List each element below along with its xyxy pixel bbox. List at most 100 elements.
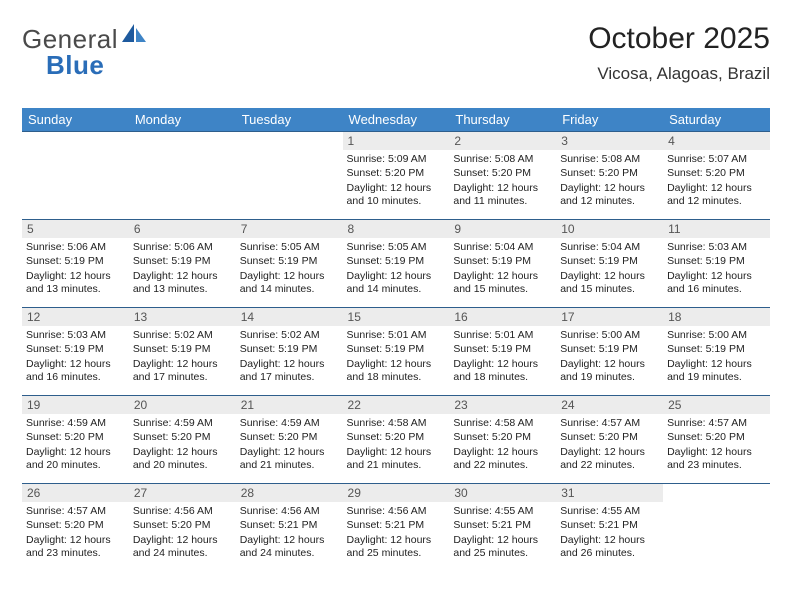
day-number: 28 <box>236 484 343 502</box>
weekday-header: Wednesday <box>343 108 450 132</box>
sunrise-text: Sunrise: 5:05 AM <box>240 241 339 254</box>
daylight-text: Daylight: 12 hours and 13 minutes. <box>133 270 232 297</box>
day-details: Sunrise: 4:59 AMSunset: 5:20 PMDaylight:… <box>240 417 339 473</box>
sunset-text: Sunset: 5:19 PM <box>560 343 659 356</box>
logo-text-blue: Blue <box>46 50 104 80</box>
sunrise-text: Sunrise: 5:03 AM <box>667 241 766 254</box>
daylight-text: Daylight: 12 hours and 26 minutes. <box>560 534 659 561</box>
daylight-text: Daylight: 12 hours and 19 minutes. <box>560 358 659 385</box>
sunrise-text: Sunrise: 4:57 AM <box>667 417 766 430</box>
sunrise-text: Sunrise: 4:55 AM <box>560 505 659 518</box>
day-details: Sunrise: 5:09 AMSunset: 5:20 PMDaylight:… <box>347 153 446 209</box>
sunset-text: Sunset: 5:19 PM <box>240 255 339 268</box>
calendar-day-cell: 27Sunrise: 4:56 AMSunset: 5:20 PMDayligh… <box>129 484 236 572</box>
day-number: 15 <box>343 308 450 326</box>
logo-text-blue-wrap: Blue <box>46 50 104 81</box>
daylight-text: Daylight: 12 hours and 20 minutes. <box>26 446 125 473</box>
sunset-text: Sunset: 5:21 PM <box>240 519 339 532</box>
daylight-text: Daylight: 12 hours and 25 minutes. <box>347 534 446 561</box>
day-number: 7 <box>236 220 343 238</box>
sunset-text: Sunset: 5:19 PM <box>347 343 446 356</box>
daylight-text: Daylight: 12 hours and 19 minutes. <box>667 358 766 385</box>
daylight-text: Daylight: 12 hours and 17 minutes. <box>133 358 232 385</box>
sunset-text: Sunset: 5:19 PM <box>347 255 446 268</box>
sunrise-text: Sunrise: 5:02 AM <box>240 329 339 342</box>
day-details: Sunrise: 5:04 AMSunset: 5:19 PM Daylight:… <box>560 241 659 297</box>
day-number: 2 <box>449 132 556 150</box>
daylight-text: Daylight: 12 hours and 13 minutes. <box>26 270 125 297</box>
calendar-day-cell: 28 Sunrise: 4:56 AMSunset: 5:21 PMDayligh… <box>236 484 343 572</box>
day-details: Sunrise: 5:06 AMSunset: 5:19 PMDaylight:… <box>133 241 232 297</box>
day-number: 22 <box>343 396 450 414</box>
weekday-header: Monday <box>129 108 236 132</box>
daylight-text: Daylight: 12 hours and 16 minutes. <box>667 270 766 297</box>
calendar-day-cell: 31Sunrise: 4:55 AMSunset: 5:21 PMDayligh… <box>556 484 663 572</box>
day-number: 27 <box>129 484 236 502</box>
daylight-text: Daylight: 12 hours and 24 minutes. <box>133 534 232 561</box>
sunset-text: Sunset: 5:20 PM <box>26 431 125 444</box>
day-details: Sunrise: 5:01 AMSunset: 5:19 PMDaylight:… <box>347 329 446 385</box>
calendar-day-cell: 6Sunrise: 5:06 AMSunset: 5:19 PMDaylight… <box>129 220 236 308</box>
sunset-text: Sunset: 5:19 PM <box>560 255 659 268</box>
day-number: 18 <box>663 308 770 326</box>
sunrise-text: Sunrise: 5:07 AM <box>667 153 766 166</box>
day-number: 19 <box>22 396 129 414</box>
day-details: Sunrise: 5:03 AMSunset: 5:19 PMDaylight:… <box>26 329 125 385</box>
sunset-text: Sunset: 5:21 PM <box>453 519 552 532</box>
day-details: Sunrise: 4:56 AMSunset: 5:21 PMDaylight:… <box>240 505 339 561</box>
sunrise-text: Sunrise: 5:05 AM <box>347 241 446 254</box>
sunset-text: Sunset: 5:20 PM <box>347 167 446 180</box>
calendar-day-cell: 26Sunrise: 4:57 AMSunset: 5:20 PMDayligh… <box>22 484 129 572</box>
day-details: Sunrise: 4:59 AMSunset: 5:20 PMDaylight:… <box>26 417 125 473</box>
daylight-text: Daylight: 12 hours and 20 minutes. <box>133 446 232 473</box>
sunrise-text: Sunrise: 5:08 AM <box>560 153 659 166</box>
sunset-text: Sunset: 5:19 PM <box>26 255 125 268</box>
sunset-text: Sunset: 5:19 PM <box>667 255 766 268</box>
sunset-text: Sunset: 5:19 PM <box>667 343 766 356</box>
logo-sail-icon <box>120 22 150 49</box>
sunset-text: Sunset: 5:20 PM <box>560 167 659 180</box>
daylight-text: Daylight: 12 hours and 15 minutes. <box>560 270 659 297</box>
sunrise-text: Sunrise: 5:00 AM <box>667 329 766 342</box>
daylight-text: Daylight: 12 hours and 18 minutes. <box>347 358 446 385</box>
calendar-day-cell: 10Sunrise: 5:04 AMSunset: 5:19 PMDayligh… <box>556 220 663 308</box>
day-number: 1 <box>343 132 450 150</box>
weekday-header: Tuesday <box>236 108 343 132</box>
calendar-day-cell: 17 Sunrise: 5:00 AMSunset: 5:19 PMDayligh… <box>556 308 663 396</box>
sunset-text: Sunset: 5:19 PM <box>453 255 552 268</box>
daylight-text: Daylight: 12 hours and 22 minutes. <box>560 446 659 473</box>
day-number: 25 <box>663 396 770 414</box>
daylight-text: Daylight: 12 hours and 14 minutes. <box>240 270 339 297</box>
calendar-day-cell: 7 Sunrise: 5:05 AMSunset: 5:19 PM Daylight… <box>236 220 343 308</box>
day-number: 17 <box>556 308 663 326</box>
calendar-day-cell: 2Sunrise: 5:08 AMSunset: 5:20 PMDaylight… <box>449 132 556 220</box>
sunset-text: Sunset: 5:20 PM <box>453 167 552 180</box>
calendar-week-row: 12Sunrise: 5:03 AMSunset: 5:19 PMDayligh… <box>22 308 770 396</box>
day-details: Sunrise: 4:59 AMSunset: 5:20 PMDaylight:… <box>133 417 232 473</box>
sunset-text: Sunset: 5:20 PM <box>560 431 659 444</box>
title-block: October 2025 Vicosa, Alagoas, Brazil <box>588 22 770 84</box>
daylight-text: Daylight: 12 hours and 22 minutes. <box>453 446 552 473</box>
sunset-text: Sunset: 5:19 PM <box>26 343 125 356</box>
day-details: Sunrise: 4:57 AMSunset: 5:20 PM Daylight:… <box>560 417 659 473</box>
sunrise-text: Sunrise: 4:58 AM <box>347 417 446 430</box>
day-details: Sunrise: 5:05 AMSunset: 5:19 PMDaylight:… <box>347 241 446 297</box>
sunset-text: Sunset: 5:20 PM <box>133 519 232 532</box>
day-number: 9 <box>449 220 556 238</box>
sunset-text: Sunset: 5:20 PM <box>667 167 766 180</box>
calendar-day-cell: 5Sunrise: 5:06 AMSunset: 5:19 PMDaylight… <box>22 220 129 308</box>
calendar-day-cell: 20Sunrise: 4:59 AMSunset: 5:20 PMDayligh… <box>129 396 236 484</box>
day-number: 30 <box>449 484 556 502</box>
sunrise-text: Sunrise: 4:57 AM <box>560 417 659 430</box>
weekday-header: Thursday <box>449 108 556 132</box>
sunrise-text: Sunrise: 5:04 AM <box>560 241 659 254</box>
weekday-header: Sunday <box>22 108 129 132</box>
day-details: Sunrise: 5:05 AMSunset: 5:19 PM Daylight:… <box>240 241 339 297</box>
daylight-text: Daylight: 12 hours and 15 minutes. <box>453 270 552 297</box>
calendar-day-cell: 21Sunrise: 4:59 AMSunset: 5:20 PMDayligh… <box>236 396 343 484</box>
sunrise-text: Sunrise: 5:01 AM <box>453 329 552 342</box>
day-details: Sunrise: 4:57 AMSunset: 5:20 PMDaylight:… <box>667 417 766 473</box>
sunrise-text: Sunrise: 5:04 AM <box>453 241 552 254</box>
day-details: Sunrise: 5:00 AMSunset: 5:19 PMDaylight:… <box>560 329 659 385</box>
calendar-day-cell: 3Sunrise: 5:08 AMSunset: 5:20 PMDaylight… <box>556 132 663 220</box>
